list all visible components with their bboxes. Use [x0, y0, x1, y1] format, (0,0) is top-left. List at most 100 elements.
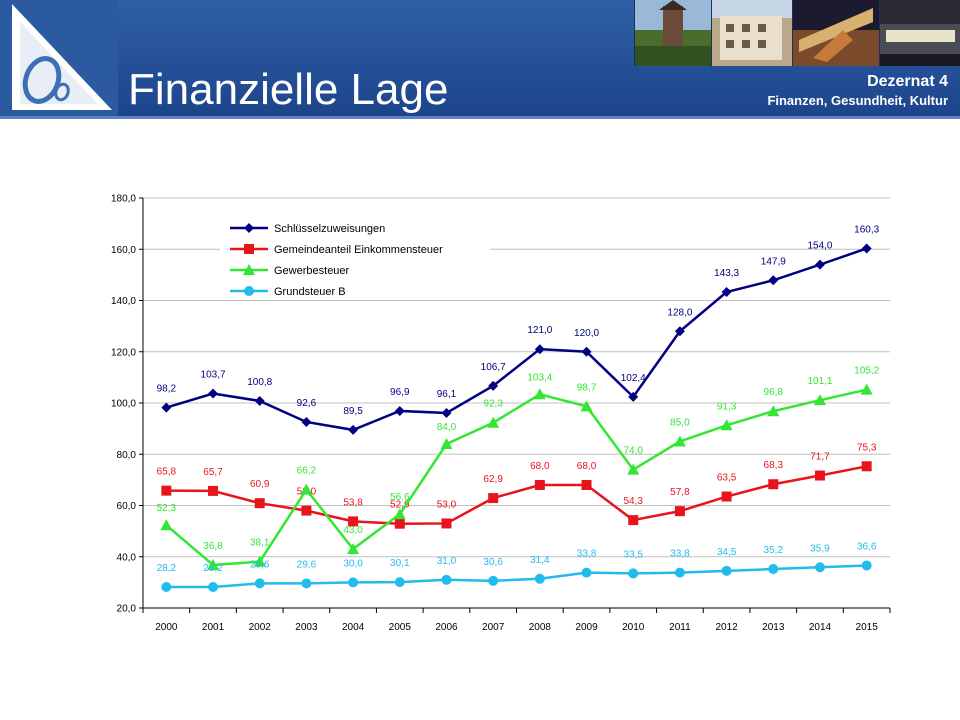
x-tick-label: 2014 [809, 622, 832, 633]
data-point [394, 518, 405, 529]
data-label: 28,2 [157, 563, 177, 574]
x-tick-label: 2011 [669, 622, 691, 633]
data-point [161, 402, 172, 413]
header-banner: Finanzielle Lage Dezernat 4 Finanzen, Ge… [0, 0, 960, 118]
data-point [533, 388, 546, 400]
x-tick-label: 2010 [622, 622, 645, 633]
data-label: 28,2 [203, 563, 223, 574]
x-tick-label: 2008 [529, 622, 552, 633]
series-line [165, 247, 868, 432]
data-point [208, 485, 219, 496]
data-label: 105,2 [854, 366, 879, 377]
x-tick-label: 2002 [249, 622, 272, 633]
data-label: 91,3 [717, 401, 737, 412]
data-point [861, 243, 872, 254]
data-label: 34,5 [717, 547, 737, 558]
data-point [394, 577, 405, 588]
data-label: 62,9 [483, 474, 503, 485]
data-label: 31,4 [530, 555, 550, 566]
data-point [244, 223, 254, 233]
x-tick-label: 2009 [575, 622, 598, 633]
data-label: 54,3 [623, 496, 643, 507]
data-point [767, 405, 780, 417]
data-label: 143,3 [714, 268, 739, 279]
data-point [160, 519, 173, 531]
data-label: 36,6 [857, 541, 877, 552]
legend-box [220, 216, 490, 298]
data-point [628, 515, 639, 526]
department-info: Dezernat 4 Finanzen, Gesundheit, Kultur [767, 72, 948, 109]
x-tick-label: 2004 [342, 622, 365, 633]
data-point [721, 565, 732, 576]
photo-museum-image [792, 0, 879, 66]
data-point [627, 463, 640, 475]
data-point [861, 560, 872, 571]
data-point [488, 493, 499, 504]
data-point [814, 562, 825, 573]
data-label: 35,9 [810, 543, 830, 554]
data-label: 100,8 [247, 377, 272, 388]
y-tick-label: 40,0 [117, 552, 137, 563]
x-tick-label: 2005 [389, 622, 412, 633]
data-point [253, 555, 266, 567]
data-point [300, 483, 313, 495]
header-divider [0, 116, 960, 119]
data-label: 29,6 [250, 559, 270, 570]
data-point [207, 558, 220, 570]
data-label: 160,3 [854, 224, 879, 235]
x-tick-label: 2000 [155, 622, 178, 633]
data-point [254, 395, 265, 406]
legend-label: Gewerbesteuer [274, 265, 350, 277]
photo-tower-image [634, 0, 711, 66]
data-label: 53,0 [437, 499, 457, 510]
data-label: 96,1 [437, 389, 457, 400]
data-point [393, 508, 406, 520]
y-tick-label: 80,0 [117, 450, 137, 461]
photo-building-image [711, 0, 792, 66]
data-label: 75,3 [857, 442, 877, 453]
x-tick-label: 2015 [856, 622, 879, 633]
y-tick-label: 140,0 [111, 296, 136, 307]
data-label: 65,7 [203, 467, 223, 478]
data-point [161, 485, 172, 496]
data-label: 106,7 [481, 362, 506, 373]
data-label: 52,9 [390, 500, 410, 511]
data-point [301, 578, 312, 589]
data-label: 103,4 [527, 372, 552, 383]
data-point [860, 383, 873, 395]
data-label: 33,8 [577, 549, 597, 560]
y-tick-label: 60,0 [117, 501, 137, 512]
data-label: 96,9 [390, 387, 410, 398]
data-point [674, 326, 685, 337]
data-label: 96,8 [764, 387, 784, 398]
data-point [534, 480, 545, 490]
data-point [254, 578, 265, 589]
data-label: 36,8 [203, 541, 223, 552]
data-point [581, 480, 592, 490]
x-tick-label: 2001 [202, 622, 225, 633]
data-point [208, 581, 219, 592]
data-label: 85,0 [670, 417, 690, 428]
data-point [581, 567, 592, 578]
data-point [534, 344, 545, 355]
data-label: 66,2 [297, 466, 317, 477]
line-chart: 20,0 40,0 60,0 80,0 100,0 120,0 140,0 160,0 180,… [90, 180, 900, 650]
data-label: 128,0 [667, 307, 692, 318]
data-point [394, 405, 405, 416]
data-point [581, 346, 592, 357]
y-tick-label: 120,0 [111, 347, 136, 358]
data-point [441, 407, 452, 418]
data-point [628, 391, 639, 402]
data-point [814, 470, 825, 481]
data-label: 71,7 [810, 452, 830, 463]
y-tick-label: 180,0 [111, 194, 136, 205]
data-point [721, 287, 732, 298]
data-label: 68,3 [764, 460, 784, 471]
data-point [814, 259, 825, 270]
data-point [861, 461, 872, 472]
page-title: Finanzielle Lage [128, 65, 449, 114]
data-point [534, 573, 545, 584]
data-label: 92,3 [483, 399, 503, 410]
data-point [628, 568, 639, 579]
data-label: 84,0 [437, 422, 457, 433]
